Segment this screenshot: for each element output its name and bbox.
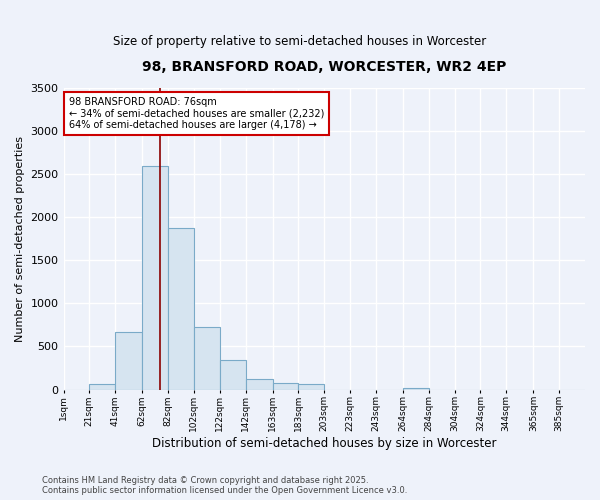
Y-axis label: Number of semi-detached properties: Number of semi-detached properties	[15, 136, 25, 342]
Bar	[272, 384, 298, 390]
Bar	[403, 388, 429, 390]
Title: 98, BRANSFORD ROAD, WORCESTER, WR2 4EP: 98, BRANSFORD ROAD, WORCESTER, WR2 4EP	[142, 60, 506, 74]
Bar	[142, 166, 168, 390]
Bar	[194, 326, 220, 390]
Text: 98 BRANSFORD ROAD: 76sqm
← 34% of semi-detached houses are smaller (2,232)
64% o: 98 BRANSFORD ROAD: 76sqm ← 34% of semi-d…	[69, 96, 324, 130]
Bar	[168, 228, 194, 390]
Bar	[220, 360, 245, 390]
Text: Contains HM Land Registry data © Crown copyright and database right 2025.
Contai: Contains HM Land Registry data © Crown c…	[42, 476, 407, 495]
Bar	[245, 379, 272, 390]
Bar	[298, 384, 324, 390]
X-axis label: Distribution of semi-detached houses by size in Worcester: Distribution of semi-detached houses by …	[152, 437, 497, 450]
Bar	[89, 384, 115, 390]
Text: Size of property relative to semi-detached houses in Worcester: Size of property relative to semi-detach…	[113, 35, 487, 48]
Bar	[115, 332, 142, 390]
